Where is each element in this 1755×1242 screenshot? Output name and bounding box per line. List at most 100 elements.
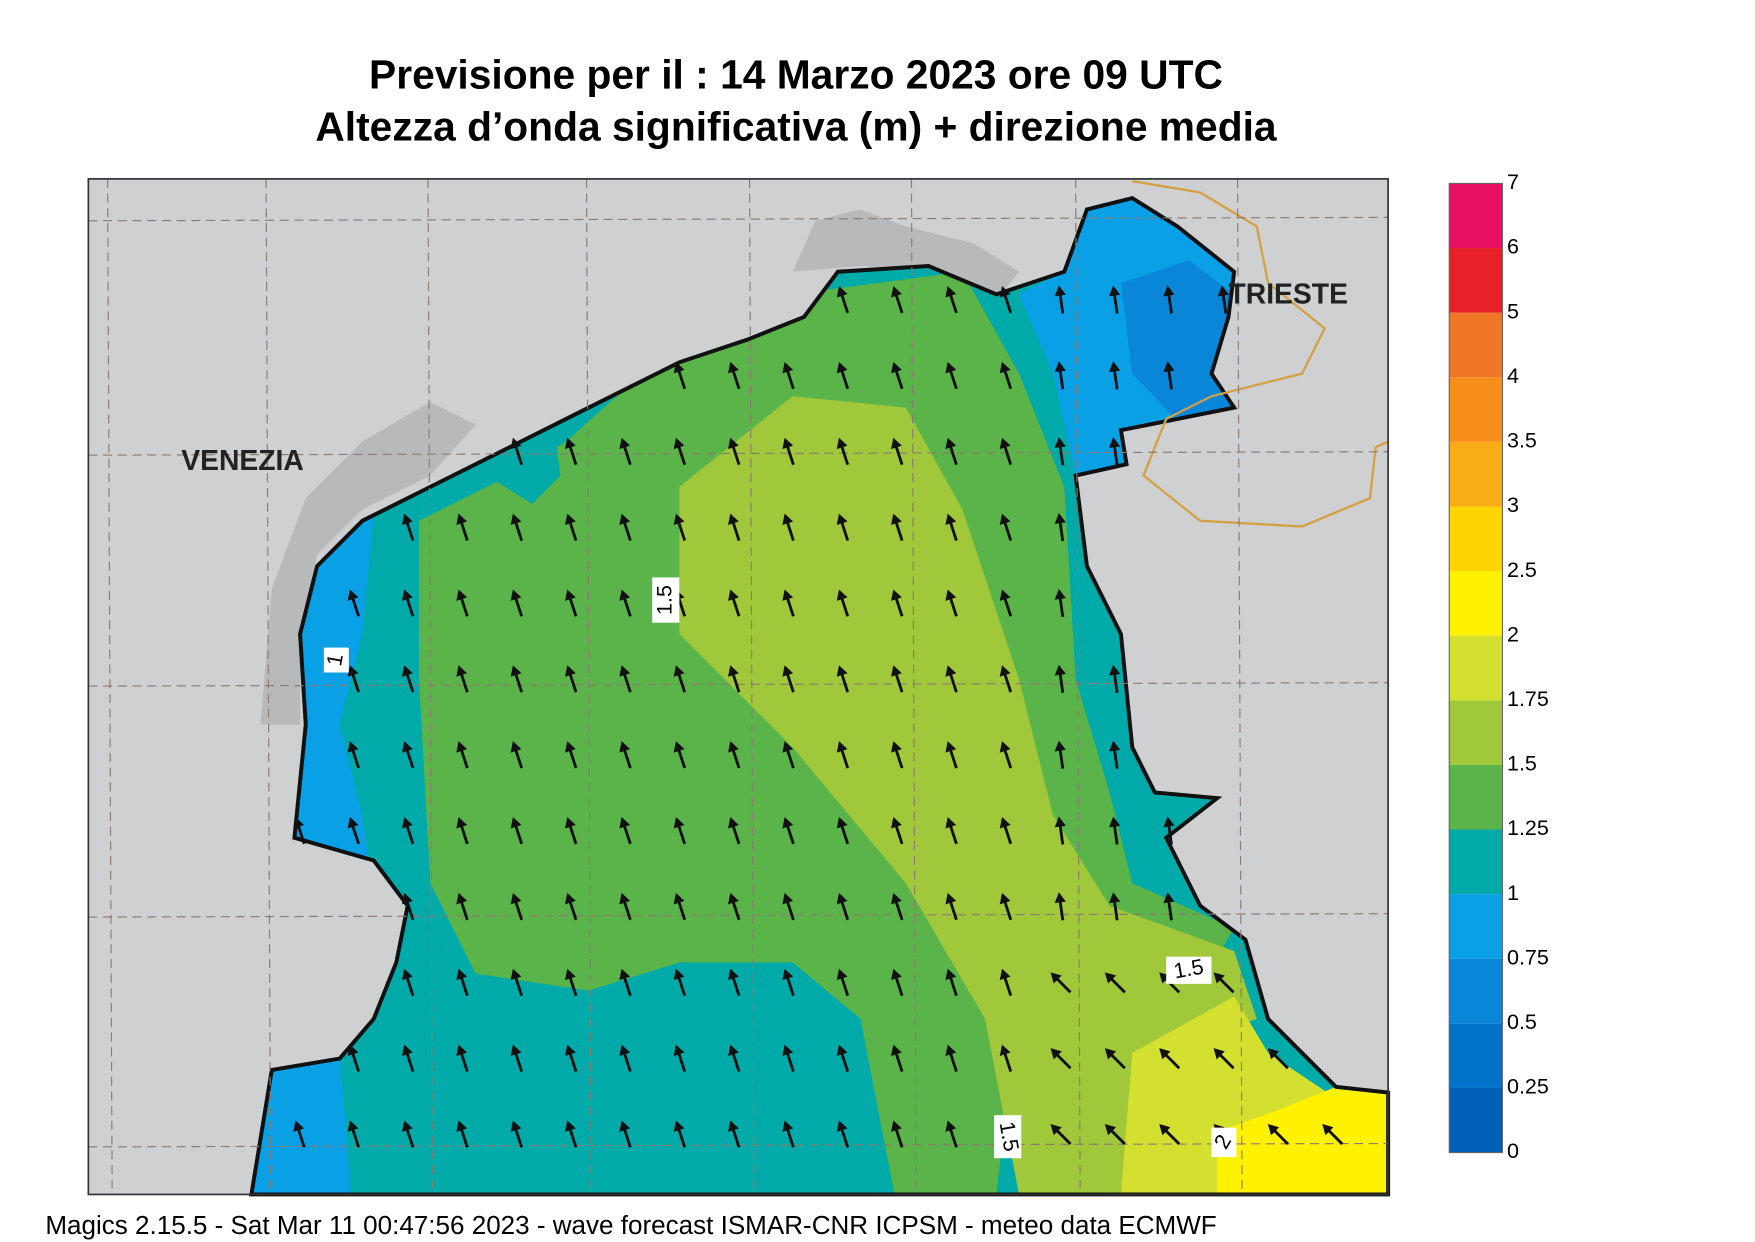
arrow bbox=[673, 892, 687, 921]
arrow-head bbox=[728, 892, 739, 905]
arrow bbox=[401, 817, 415, 845]
colorbar-swatch bbox=[1449, 829, 1503, 895]
arrow bbox=[347, 665, 360, 693]
arrow-head bbox=[401, 741, 413, 753]
arrow-head bbox=[836, 1120, 848, 1132]
arrow bbox=[891, 437, 904, 466]
arrow bbox=[945, 286, 958, 314]
arrow-head bbox=[1104, 972, 1117, 984]
arrow bbox=[510, 665, 524, 693]
arrow-head bbox=[891, 892, 902, 905]
colorbar-swatch bbox=[1449, 635, 1503, 701]
arrow-head bbox=[619, 589, 631, 601]
arrow bbox=[619, 968, 632, 997]
arrow-head bbox=[999, 968, 1011, 981]
arrow bbox=[673, 817, 687, 845]
arrow-head bbox=[456, 1044, 468, 1057]
arrow-head bbox=[891, 589, 902, 601]
arrow-head bbox=[836, 741, 848, 753]
meridian bbox=[1236, 178, 1243, 1195]
arrow bbox=[891, 1044, 904, 1072]
arrow-head bbox=[891, 741, 902, 753]
arrow bbox=[999, 437, 1013, 466]
arrow-head bbox=[456, 513, 468, 526]
arrow-head bbox=[836, 589, 848, 601]
band-1.5-1.75 bbox=[679, 396, 1257, 1195]
arrow bbox=[673, 665, 687, 693]
arrow-head bbox=[1054, 664, 1066, 676]
colorbar-swatch bbox=[1449, 183, 1503, 249]
meridian bbox=[1075, 178, 1081, 1195]
arrow-head bbox=[456, 589, 468, 601]
arrow bbox=[836, 1120, 850, 1148]
arrow bbox=[836, 665, 850, 693]
colorbar-label: 4 bbox=[1507, 364, 1519, 388]
title: Previsione per il : 14 Marzo 2023 ore 09… bbox=[369, 51, 1223, 97]
arrow-head bbox=[347, 589, 359, 601]
arrow bbox=[945, 665, 958, 693]
arrow bbox=[456, 1120, 469, 1148]
arrow-head bbox=[565, 741, 576, 753]
arrow-head bbox=[347, 1120, 359, 1132]
arrow bbox=[1054, 588, 1066, 618]
arrow-head bbox=[565, 817, 576, 829]
arrow-head bbox=[565, 968, 576, 981]
arrow-head bbox=[782, 741, 794, 753]
colorbar-swatch bbox=[1449, 958, 1503, 1024]
arrow-head bbox=[673, 665, 685, 677]
meridian bbox=[585, 178, 592, 1195]
arrow bbox=[945, 361, 958, 390]
arrow-head bbox=[565, 437, 576, 450]
arrow bbox=[565, 589, 578, 617]
arrow-head bbox=[836, 665, 848, 677]
arrow bbox=[1109, 437, 1121, 466]
arrow bbox=[999, 361, 1013, 390]
colorbar-swatch bbox=[1449, 571, 1503, 636]
arrow bbox=[510, 513, 524, 541]
arrow-head bbox=[1050, 972, 1062, 984]
arrow bbox=[347, 817, 360, 845]
arrow bbox=[673, 968, 687, 997]
arrow bbox=[945, 968, 958, 997]
arrow bbox=[510, 817, 524, 845]
contour-labels: 1.5 1 1.5 1.5 2 bbox=[322, 577, 1237, 1159]
arrow bbox=[999, 892, 1013, 921]
arrow-head bbox=[836, 1044, 848, 1057]
arrow-head bbox=[728, 437, 739, 450]
band-2-2.5 bbox=[1217, 1086, 1389, 1195]
arrow bbox=[510, 892, 524, 921]
arrow bbox=[891, 361, 904, 390]
arrow bbox=[293, 817, 306, 845]
arrow bbox=[619, 817, 632, 845]
arrow-head bbox=[510, 665, 522, 677]
arrow bbox=[1159, 1048, 1181, 1070]
colorbar-label: 1.5 bbox=[1507, 752, 1537, 776]
colorbar-label: 7 bbox=[1507, 170, 1519, 194]
arrow bbox=[565, 817, 578, 845]
arrow-head bbox=[891, 968, 902, 981]
arrow bbox=[891, 665, 904, 693]
arrow bbox=[1163, 361, 1175, 390]
arrow-head bbox=[728, 361, 739, 374]
arrow bbox=[836, 437, 850, 466]
colorbar-swatch bbox=[1449, 894, 1503, 959]
arrow-head bbox=[945, 513, 957, 526]
arrow bbox=[782, 892, 795, 921]
arrow bbox=[1054, 892, 1066, 921]
arrow-head bbox=[401, 968, 413, 981]
arrow-head bbox=[673, 513, 685, 526]
arrow-head bbox=[999, 286, 1011, 298]
arrow bbox=[456, 665, 469, 693]
parallel bbox=[88, 682, 1389, 687]
arrow bbox=[728, 1120, 741, 1148]
arrow bbox=[401, 741, 415, 769]
arrow-head bbox=[619, 1044, 631, 1057]
arrow bbox=[782, 817, 795, 845]
arrow bbox=[456, 589, 469, 617]
arrow-head bbox=[510, 437, 522, 450]
arrow-head bbox=[565, 513, 576, 526]
arrow-head bbox=[1163, 816, 1175, 828]
arrow bbox=[510, 589, 524, 617]
arrow bbox=[1213, 972, 1235, 994]
contour-label: 1 bbox=[322, 652, 348, 668]
